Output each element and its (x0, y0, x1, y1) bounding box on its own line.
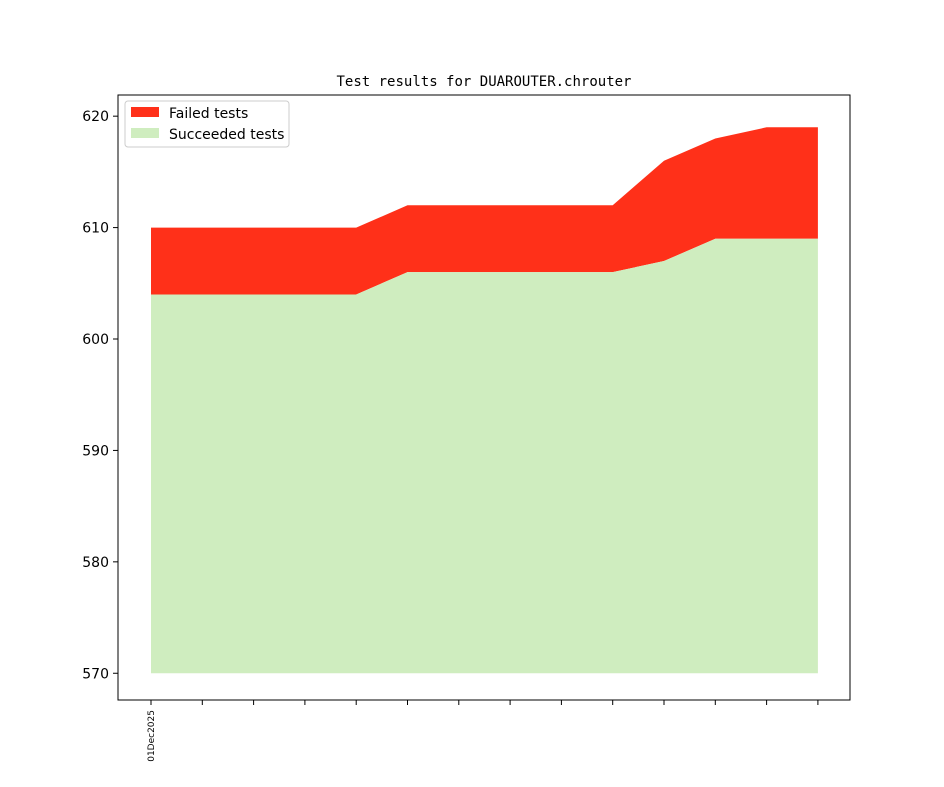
plot-frame (117, 94, 851, 701)
legend-label-succeeded: Succeeded tests (169, 127, 284, 143)
x-tick-label: 01Dec2025 (147, 710, 157, 762)
legend-label-failed: Failed tests (169, 106, 248, 122)
y-tick-label: 590 (82, 443, 109, 459)
legend: Failed tests Succeeded tests (124, 100, 290, 148)
y-tick-label: 600 (82, 332, 109, 348)
legend-swatch-succeeded (131, 128, 159, 138)
plot-area (151, 127, 818, 674)
y-tick-label: 580 (82, 555, 109, 571)
area-failed-tests (151, 127, 818, 295)
y-tick-label: 610 (82, 221, 109, 237)
chart-title: Test results for DUAROUTER.chrouter (336, 74, 631, 90)
y-tick-label: 570 (82, 666, 109, 682)
y-tick-label: 620 (82, 109, 109, 125)
legend-swatch-failed (131, 107, 159, 117)
x-axis: 01Dec2025 (147, 700, 819, 762)
y-axis: 570 580 590 600 610 620 (82, 109, 118, 682)
area-succeeded-tests (151, 238, 818, 674)
legend-box (124, 100, 290, 148)
